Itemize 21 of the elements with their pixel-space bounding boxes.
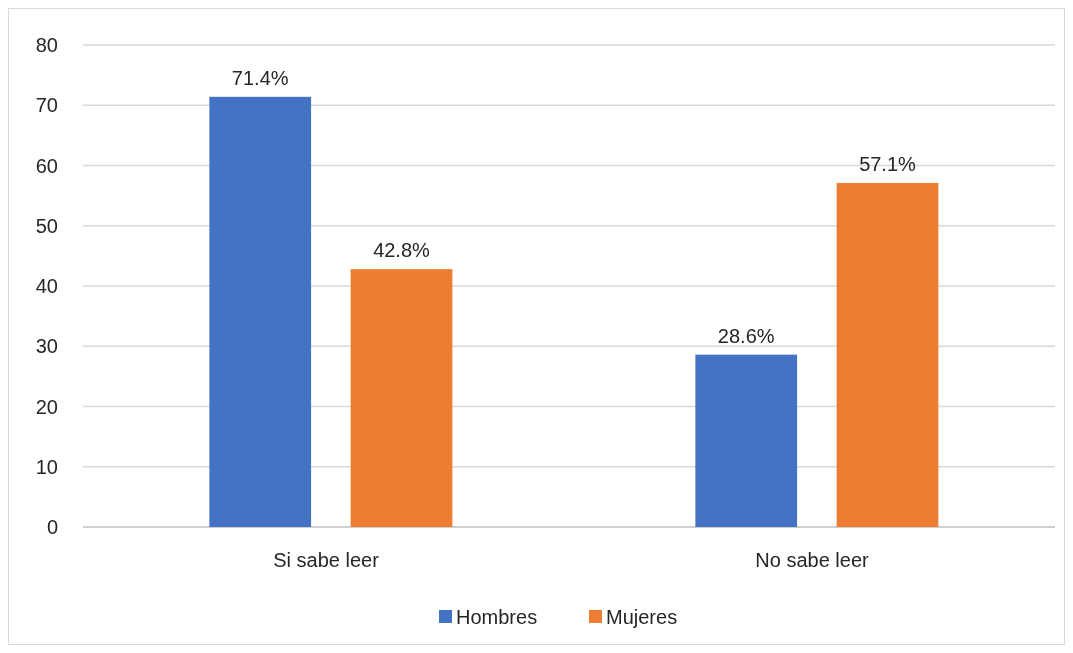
y-tick-label: 80 [35, 34, 58, 56]
data-label: 57.1% [859, 152, 917, 175]
y-tick-label: 70 [35, 94, 58, 117]
y-tick-label: 30 [35, 335, 58, 358]
legend-label: Hombres [456, 606, 538, 628]
y-tick-label: 40 [35, 275, 58, 297]
bar [836, 182, 939, 527]
data-label: 71.4% [231, 66, 289, 89]
legend-label: Mujeres [606, 606, 678, 628]
x-tick-label: No sabe leer [755, 549, 870, 571]
x-tick-label: Si sabe leer [273, 549, 380, 571]
y-tick-label: 20 [35, 395, 58, 418]
y-tick-label: 60 [35, 154, 58, 177]
bar [350, 269, 453, 527]
data-label: 28.6% [717, 324, 775, 347]
bar [209, 96, 312, 527]
y-tick-label: 10 [35, 455, 58, 478]
y-tick-label: 0 [46, 516, 58, 538]
data-label: 42.8% [373, 239, 431, 262]
y-tick-label: 50 [35, 214, 58, 237]
bar [695, 354, 798, 527]
